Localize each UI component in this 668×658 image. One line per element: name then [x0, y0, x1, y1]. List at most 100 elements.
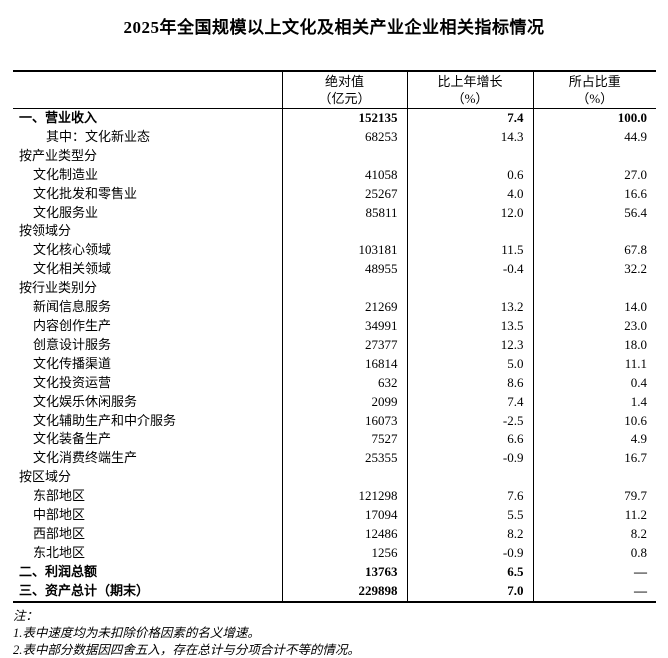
row-label: 内容创作生产 — [33, 317, 112, 333]
row-share: 23.0 — [532, 316, 656, 336]
row-growth: 6.6 — [406, 430, 533, 450]
header-growth-line1: 比上年增长 — [437, 74, 503, 89]
row-growth: 7.4 — [406, 392, 533, 412]
row-growth: 5.5 — [406, 506, 533, 525]
row-share: 32.2 — [532, 260, 656, 280]
row-label: 东部地区 — [33, 488, 86, 504]
table-row: 新闻信息服务 21269 13.2 14.0 — [13, 298, 656, 317]
table-header: 绝对值 （亿元） 比上年增长 （%） 所占比重 （%） — [13, 71, 656, 109]
table-row: 按区域分 — [13, 468, 656, 488]
row-share: 44.9 — [532, 127, 656, 147]
table-row: 创意设计服务 27377 12.3 18.0 — [13, 335, 656, 355]
row-share: 16.7 — [532, 449, 656, 469]
table-row: 三、资产总计（期末） 229898 7.0— — [13, 581, 656, 602]
row-share: — — [532, 581, 656, 602]
row-growth: 14.3 — [406, 127, 533, 147]
row-label: 文化辅助生产和中介服务 — [33, 412, 177, 428]
row-share: 10.6 — [532, 411, 656, 431]
table-row: 文化服务业 85811 12.0 56.4 — [13, 203, 656, 223]
row-label: 文化传播渠道 — [33, 355, 112, 371]
row-growth: 6.5 — [406, 562, 533, 582]
row-growth: -2.5 — [406, 411, 533, 431]
row-growth: 8.6 — [406, 373, 533, 393]
row-share: 18.0 — [532, 335, 656, 355]
row-share: 100.0 — [532, 108, 656, 128]
table-row: 文化批发和零售业 25267 4.0 16.6 — [13, 184, 656, 204]
row-absolute-value: 68253 — [281, 127, 407, 147]
row-share: 79.7 — [532, 487, 656, 507]
row-absolute-value: 34991 — [281, 316, 407, 336]
row-growth: 5.0 — [406, 354, 533, 374]
row-share: 11.1 — [532, 354, 656, 374]
table-row: 内容创作生产 34991 13.5 23.0 — [13, 316, 656, 336]
row-share: 16.6 — [532, 184, 656, 204]
row-share: 0.4 — [532, 373, 656, 393]
row-absolute-value: 48955 — [281, 260, 407, 280]
table-row: 文化娱乐休闲服务 2099 7.4 1.4 — [13, 392, 656, 412]
row-label: 按区域分 — [19, 469, 72, 485]
table-row: 中部地区 17094 5.5 11.2 — [13, 506, 656, 525]
row-growth: 13.5 — [406, 316, 533, 336]
row-absolute-value — [281, 468, 407, 488]
row-growth: 13.2 — [406, 298, 533, 317]
row-growth: 7.6 — [406, 487, 533, 507]
row-label: 中部地区 — [33, 507, 86, 523]
row-label: 一、营业收入 — [19, 110, 98, 125]
table-row: 文化辅助生产和中介服务 16073 -2.5 10.6 — [13, 411, 656, 431]
row-label: 文化消费终端生产 — [33, 450, 138, 466]
row-share: 0.8 — [532, 543, 656, 563]
row-share: 56.4 — [532, 203, 656, 223]
row-absolute-value — [281, 222, 407, 242]
row-label: 文化服务业 — [33, 204, 99, 220]
row-growth: -0.9 — [406, 449, 533, 469]
row-share: 67.8 — [532, 241, 656, 261]
table-row: 东部地区 121298 7.6 79.7 — [13, 487, 656, 507]
row-growth: -0.9 — [406, 543, 533, 563]
header-absolute-value-line2: （亿元） — [318, 91, 371, 106]
row-absolute-value: 17094 — [281, 506, 407, 525]
table-row: 其中：文化新业态 68253 14.3 44.9 — [13, 127, 656, 147]
table-row: 文化制造业 41058 0.6 27.0 — [13, 165, 656, 185]
row-growth: 8.2 — [406, 524, 533, 544]
row-absolute-value: 103181 — [281, 241, 407, 261]
row-label: 文化相关领域 — [33, 261, 112, 277]
row-growth: 7.0 — [406, 581, 533, 602]
header-share-line1: 所占比重 — [568, 74, 621, 89]
header-share: 所占比重 （%） — [532, 71, 656, 109]
row-absolute-value: 16073 — [281, 411, 407, 431]
row-label: 按行业类别分 — [19, 280, 98, 296]
header-absolute-value: 绝对值 （亿元） — [281, 71, 407, 109]
table-row: 二、利润总额 13763 6.5— — [13, 562, 656, 582]
row-share: 4.9 — [532, 430, 656, 450]
row-share — [532, 279, 656, 299]
row-absolute-value: 21269 — [281, 298, 407, 317]
notes-label: 注： — [13, 608, 39, 623]
row-share: 11.2 — [532, 506, 656, 525]
row-absolute-value: 13763 — [281, 562, 407, 582]
page-title: 2025年全国规模以上文化及相关产业企业相关指标情况 — [123, 18, 545, 37]
row-absolute-value: 229898 — [281, 581, 407, 602]
row-share: — — [532, 562, 656, 582]
row-label: 创意设计服务 — [33, 336, 112, 352]
row-absolute-value — [281, 279, 407, 299]
row-label: 按产业类型分 — [19, 147, 98, 163]
row-absolute-value: 25355 — [281, 449, 407, 469]
row-absolute-value: 12486 — [281, 524, 407, 544]
header-indicator-empty — [13, 71, 282, 109]
row-label: 其中：文化新业态 — [46, 128, 151, 144]
row-share: 8.2 — [532, 524, 656, 544]
table-row: 文化核心领域 103181 11.5 67.8 — [13, 241, 656, 261]
table-row: 文化传播渠道 16814 5.0 11.1 — [13, 354, 656, 374]
row-label: 二、利润总额 — [19, 563, 98, 579]
row-growth: 7.4 — [406, 108, 533, 128]
row-absolute-value: 85811 — [281, 203, 407, 223]
table-row: 按产业类型分 — [13, 146, 656, 166]
header-absolute-value-line1: 绝对值 — [324, 74, 364, 89]
table-row: 一、营业收入 152135 7.4 100.0 — [13, 108, 656, 128]
row-growth — [406, 468, 533, 488]
row-growth — [406, 222, 533, 242]
row-growth: 12.3 — [406, 335, 533, 355]
row-absolute-value — [281, 146, 407, 166]
row-label: 西部地区 — [33, 525, 86, 541]
